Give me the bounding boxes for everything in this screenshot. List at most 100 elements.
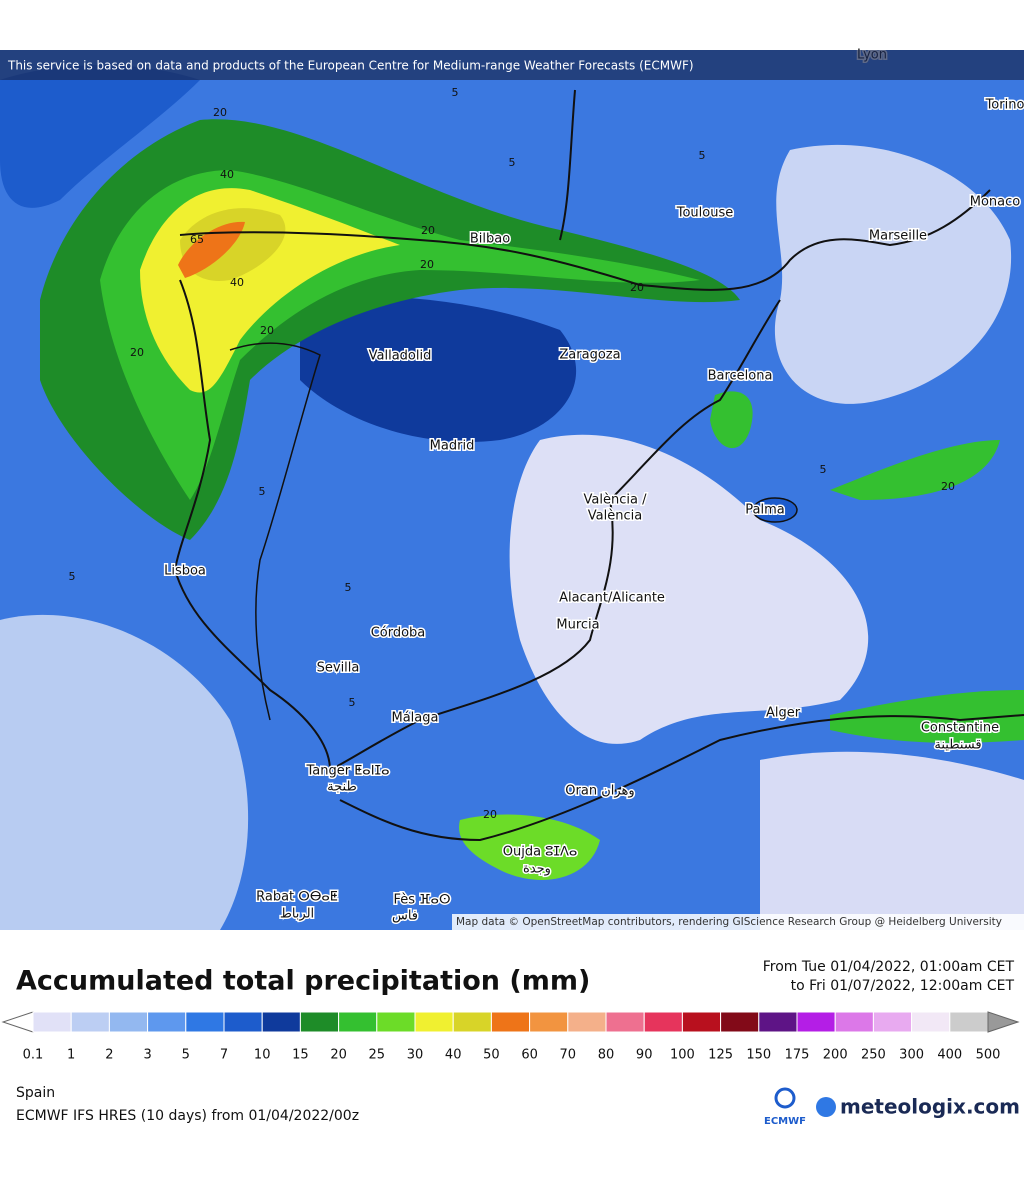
rain-50 xyxy=(178,221,245,278)
time-to: to Fri 01/07/2022, 12:00am CET xyxy=(791,978,1015,994)
color-box xyxy=(567,1011,607,1033)
tick-label: 300 xyxy=(899,1048,924,1063)
city-label: Torino xyxy=(985,98,1024,113)
color-box xyxy=(147,1011,187,1033)
tick-label: 50 xyxy=(483,1048,500,1063)
city-label: طنجة xyxy=(327,780,357,795)
colorbar: 0.1 1 2 3 5 7 10 15 20 25 30 40 50 60 70 80 90 100 125 150 1… xyxy=(1,1011,1020,1063)
city-label: Rabat ⵔⴱⴰⵟ xyxy=(256,890,338,905)
color-box xyxy=(376,1011,416,1033)
color-box xyxy=(414,1011,454,1033)
tick-label: 1 xyxy=(67,1048,75,1063)
dark-area xyxy=(0,65,200,208)
light-area xyxy=(774,144,1012,404)
tick-label: 90 xyxy=(636,1048,653,1063)
color-box xyxy=(490,1011,531,1033)
city-label: قسنطينة xyxy=(934,738,981,753)
city-label: Palma xyxy=(745,503,784,518)
city-label: Córdoba xyxy=(371,626,426,641)
color-box xyxy=(872,1011,913,1033)
tick-label: 20 xyxy=(330,1048,347,1063)
contour-label: 20 xyxy=(421,224,435,237)
city-label: Barcelona xyxy=(708,369,773,384)
arrow-left xyxy=(1,1011,34,1033)
color-box xyxy=(338,1011,378,1033)
city-label: Lisboa xyxy=(164,564,206,579)
color-box xyxy=(108,1011,149,1033)
header-bar xyxy=(0,50,1024,80)
cities: LyonTorinoToulouseMonacoMarseilleBilbaoV… xyxy=(163,46,1024,925)
contour-label: 20 xyxy=(260,324,274,337)
tick-label: 400 xyxy=(937,1048,962,1063)
time-from: From Tue 01/04/2022, 01:00am CET xyxy=(763,959,1015,975)
color-box xyxy=(720,1011,760,1033)
tick-label: 500 xyxy=(976,1048,1001,1063)
city-label: Madrid xyxy=(430,439,475,454)
contour-label: 5 xyxy=(349,696,356,709)
city-label: Málaga xyxy=(392,711,439,726)
ecmwf-label: ECMWF xyxy=(764,1116,806,1127)
contour-label: 40 xyxy=(220,168,234,181)
tick-label: 175 xyxy=(785,1048,810,1063)
light-area xyxy=(760,751,1024,930)
tick-label: 100 xyxy=(670,1048,695,1063)
city-label: Valladolid xyxy=(369,349,432,364)
tick-label: 40 xyxy=(445,1048,462,1063)
city-label: Alacant/Alicante xyxy=(559,591,665,606)
tick-label: 80 xyxy=(598,1048,615,1063)
rain-20 xyxy=(830,440,1000,500)
city-label: Zaragoza xyxy=(559,348,620,363)
tick-label: 250 xyxy=(861,1048,886,1063)
tick-label: 15 xyxy=(292,1048,309,1063)
contour-label: 20 xyxy=(483,808,497,821)
color-box xyxy=(834,1011,874,1033)
contour-label: 5 xyxy=(509,156,516,169)
border xyxy=(229,342,321,721)
tick-label: 7 xyxy=(220,1048,228,1063)
light-area xyxy=(509,434,869,744)
brand-logo xyxy=(816,1097,836,1117)
tick-label: 30 xyxy=(407,1048,424,1063)
legend-title: Accumulated total precipitation (mm) xyxy=(16,966,590,997)
contour-label: 20 xyxy=(630,281,644,294)
color-box xyxy=(32,1011,72,1033)
brand: meteologix.com xyxy=(840,1095,1020,1119)
island xyxy=(752,497,798,523)
city-label: فاس xyxy=(392,909,418,924)
model-run: ECMWF IFS HRES (10 days) from 01/04/2022… xyxy=(16,1108,359,1124)
tick-label: 125 xyxy=(708,1048,733,1063)
contour-label: 5 xyxy=(345,581,352,594)
city-label: Fès ⴼⴰⵙ xyxy=(394,893,451,908)
city-label: Marseille xyxy=(869,229,927,244)
tick-label: 0.1 xyxy=(23,1048,44,1063)
region: Spain xyxy=(16,1085,55,1101)
color-box xyxy=(949,1011,989,1033)
color-box xyxy=(796,1011,836,1033)
tick-label: 3 xyxy=(143,1048,151,1063)
city-label: Oran وهران xyxy=(565,784,634,799)
color-box xyxy=(911,1011,951,1033)
color-box xyxy=(185,1011,225,1033)
attribution: Map data © OpenStreetMap contributors, r… xyxy=(456,916,1002,928)
credit: This service is based on data and produc… xyxy=(7,59,694,73)
city-label: Oujda ⵓⵊⴷⴰ xyxy=(503,845,578,860)
color-box xyxy=(681,1011,722,1033)
color-box xyxy=(299,1011,340,1033)
contour-label: 5 xyxy=(259,485,266,498)
color-box xyxy=(529,1011,569,1033)
tick-label: 70 xyxy=(560,1048,577,1063)
tick-label: 60 xyxy=(521,1048,538,1063)
tick-label: 10 xyxy=(254,1048,271,1063)
city-label: Constantine xyxy=(921,721,999,736)
contour-label: 5 xyxy=(452,86,459,99)
color-box xyxy=(643,1011,683,1033)
light-area xyxy=(0,614,249,930)
dark-area xyxy=(300,296,577,442)
contour-label: 20 xyxy=(130,346,144,359)
city-label: València / xyxy=(584,493,648,508)
city-label: Toulouse xyxy=(676,206,734,221)
city-label: Sevilla xyxy=(317,661,360,676)
contour-label: 5 xyxy=(699,149,706,162)
